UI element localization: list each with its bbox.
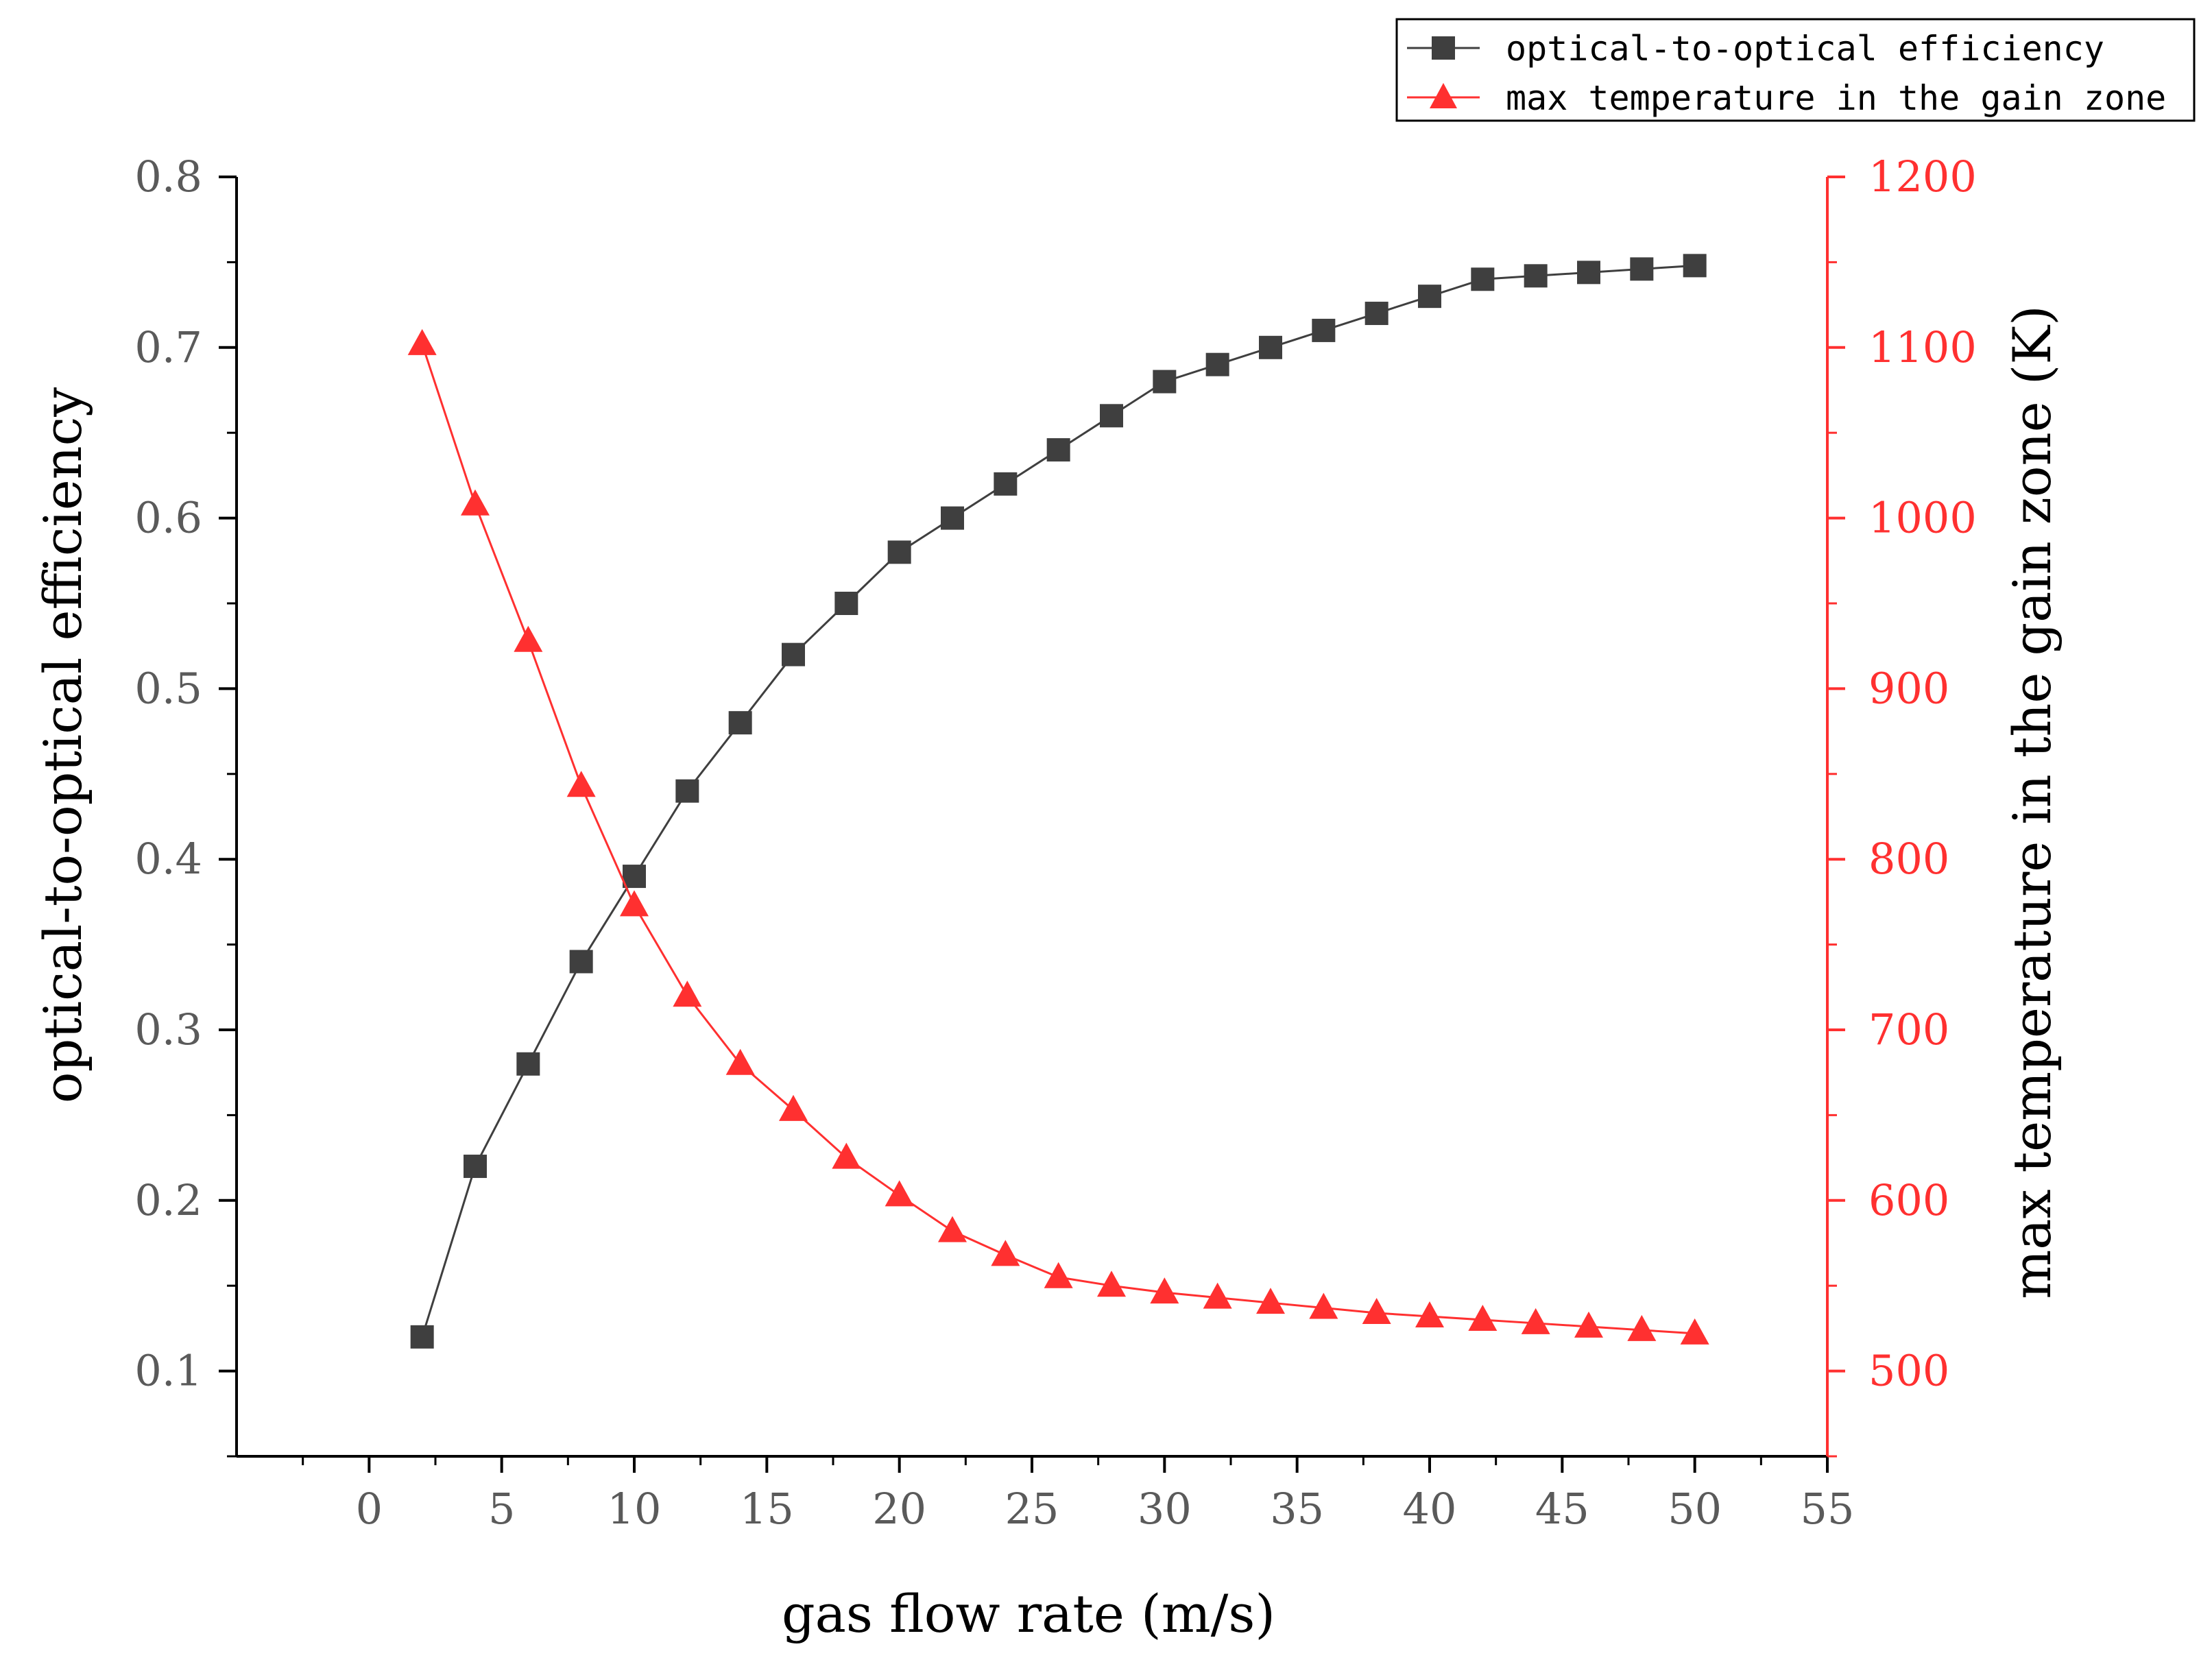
y2-tick-label: 500 bbox=[1868, 1346, 1949, 1396]
data-point-efficiency bbox=[516, 1052, 540, 1076]
data-point-temperature bbox=[1309, 1292, 1338, 1319]
data-point-temperature bbox=[1574, 1311, 1603, 1338]
data-point-temperature bbox=[1097, 1270, 1126, 1297]
y-tick-label: 0.5 bbox=[134, 663, 202, 713]
data-point-temperature bbox=[1680, 1318, 1709, 1345]
y2-tick-label: 1200 bbox=[1868, 152, 1977, 202]
y2-tick-label: 1000 bbox=[1868, 493, 1977, 543]
data-point-temperature bbox=[1150, 1277, 1179, 1304]
data-point-temperature bbox=[1203, 1282, 1232, 1309]
data-point-efficiency bbox=[1312, 318, 1336, 342]
data-point-temperature bbox=[1256, 1288, 1285, 1314]
x-tick-label: 55 bbox=[1801, 1484, 1855, 1534]
y-tick-label: 0.8 bbox=[134, 152, 202, 202]
y2-tick-label: 900 bbox=[1868, 663, 1949, 713]
y-tick-label: 0.6 bbox=[134, 493, 202, 543]
data-point-temperature bbox=[566, 771, 596, 797]
y2-axis-title: max temperature in the gain zone (K) bbox=[2001, 305, 2063, 1299]
data-point-efficiency bbox=[1365, 302, 1388, 326]
legend-marker-efficiency bbox=[1432, 36, 1455, 60]
data-point-temperature bbox=[673, 980, 702, 1007]
x-tick-label: 15 bbox=[740, 1484, 794, 1534]
data-point-temperature bbox=[725, 1048, 755, 1075]
data-point-efficiency bbox=[1524, 264, 1548, 288]
data-point-temperature bbox=[1415, 1301, 1444, 1327]
data-point-efficiency bbox=[887, 540, 911, 564]
data-point-efficiency bbox=[1630, 257, 1654, 281]
data-point-temperature bbox=[1468, 1304, 1498, 1331]
x-tick-label: 50 bbox=[1668, 1484, 1722, 1534]
data-point-temperature bbox=[514, 625, 543, 652]
data-point-temperature bbox=[1627, 1314, 1657, 1341]
data-point-temperature bbox=[885, 1180, 914, 1207]
data-point-efficiency bbox=[728, 711, 752, 735]
y-tick-label: 0.2 bbox=[134, 1175, 202, 1225]
data-point-efficiency bbox=[1471, 267, 1495, 291]
data-point-efficiency bbox=[410, 1325, 434, 1349]
legend-marker-temperature bbox=[1430, 83, 1457, 108]
data-point-efficiency bbox=[1100, 404, 1123, 428]
data-point-efficiency bbox=[834, 592, 858, 615]
data-point-efficiency bbox=[464, 1155, 487, 1179]
x-axis-title: gas flow rate (m/s) bbox=[782, 1583, 1275, 1644]
data-point-temperature bbox=[938, 1216, 967, 1242]
x-tick-label: 10 bbox=[608, 1484, 662, 1534]
data-point-temperature bbox=[620, 890, 649, 917]
data-point-efficiency bbox=[1683, 254, 1707, 278]
data-point-temperature bbox=[832, 1142, 861, 1169]
x-tick-label: 25 bbox=[1005, 1484, 1059, 1534]
data-point-efficiency bbox=[1259, 335, 1282, 359]
data-point-efficiency bbox=[1153, 370, 1177, 394]
y-tick-label: 0.4 bbox=[134, 834, 202, 884]
data-point-temperature bbox=[1521, 1308, 1550, 1334]
data-point-temperature bbox=[1044, 1262, 1073, 1288]
data-point-efficiency bbox=[782, 642, 805, 666]
x-tick-label: 35 bbox=[1270, 1484, 1324, 1534]
data-point-efficiency bbox=[675, 779, 699, 803]
y2-tick-label: 600 bbox=[1868, 1175, 1949, 1225]
data-point-efficiency bbox=[994, 472, 1018, 496]
legend-label-efficiency: optical-to-optical efficiency bbox=[1506, 29, 2104, 69]
series-line-temperature bbox=[421, 344, 1695, 1335]
x-tick-label: 40 bbox=[1403, 1484, 1457, 1534]
y-axis-title: optical-to-optical efficiency bbox=[32, 387, 93, 1103]
axes-layer: 0 5 10 15 20 25 30 35 40 45 50 55 0.1 0.2 0.3 0.4 0.5 0.6… bbox=[134, 152, 1976, 1534]
data-point-efficiency bbox=[1577, 261, 1600, 285]
data-point-temperature bbox=[407, 328, 437, 355]
data-point-temperature bbox=[1362, 1298, 1391, 1325]
y-tick-label: 0.7 bbox=[134, 322, 202, 372]
x-tick-label: 30 bbox=[1138, 1484, 1192, 1534]
legend-label-temperature: max temperature in the gain zone bbox=[1506, 78, 2166, 118]
data-point-temperature bbox=[779, 1094, 808, 1121]
data-point-efficiency bbox=[1205, 352, 1229, 376]
series-layer bbox=[407, 254, 1709, 1349]
data-point-efficiency bbox=[1418, 285, 1441, 309]
y-tick-label: 0.1 bbox=[134, 1346, 202, 1396]
legend: optical-to-optical efficiency max temper… bbox=[1395, 18, 2196, 122]
data-point-efficiency bbox=[623, 865, 646, 889]
legend-box bbox=[1395, 18, 2196, 122]
y2-tick-label: 1100 bbox=[1868, 322, 1977, 372]
data-point-efficiency bbox=[1046, 438, 1070, 462]
data-point-temperature bbox=[991, 1240, 1020, 1266]
y2-tick-label: 800 bbox=[1868, 834, 1949, 884]
y-tick-label: 0.3 bbox=[134, 1004, 202, 1055]
x-tick-label: 45 bbox=[1535, 1484, 1589, 1534]
y2-tick-label: 700 bbox=[1868, 1004, 1949, 1055]
series-line-efficiency bbox=[421, 264, 1695, 1338]
data-point-efficiency bbox=[569, 950, 593, 974]
x-tick-label: 5 bbox=[488, 1484, 515, 1534]
x-tick-label: 20 bbox=[872, 1484, 926, 1534]
x-tick-label: 0 bbox=[356, 1484, 383, 1534]
data-point-temperature bbox=[461, 489, 490, 516]
data-point-efficiency bbox=[941, 506, 964, 530]
